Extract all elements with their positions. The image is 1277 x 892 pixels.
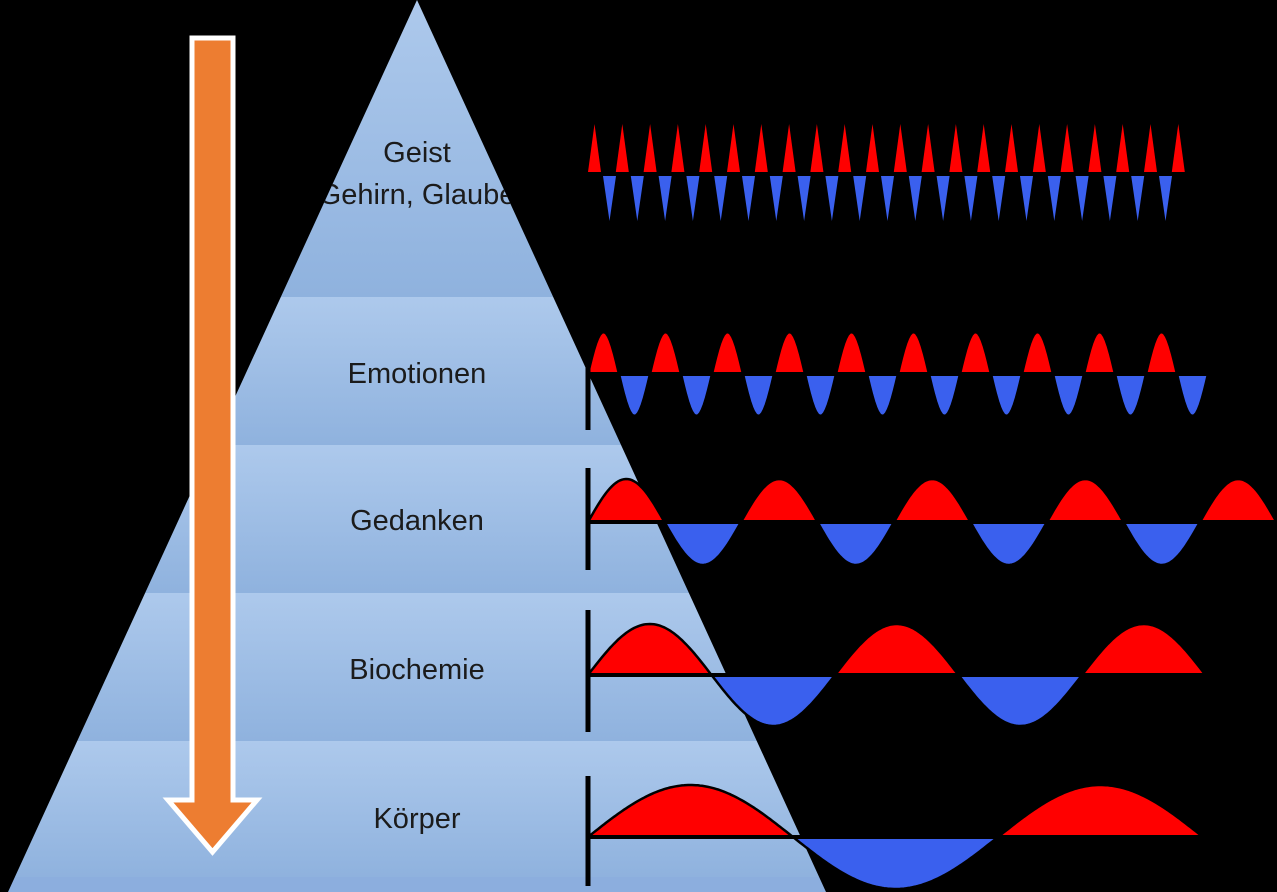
- wave-outline-emotionen: [586, 330, 1210, 418]
- wave-row-geist: [588, 124, 1185, 221]
- wave-positive-emotionen: [588, 332, 1208, 374]
- pyramid-base-edge: [8, 877, 826, 892]
- wave-positive-gedanken: [588, 479, 1277, 522]
- wave-negative-gedanken: [588, 522, 1277, 565]
- level-label-geist: Geist: [383, 137, 451, 169]
- wave-row-emotionen: [585, 330, 1210, 430]
- pyramid-band-geist: [8, 0, 826, 297]
- level-label-gedanken: Gedanken: [350, 505, 484, 537]
- level-label-koerper: Körper: [373, 803, 461, 835]
- wave-negative-emotionen: [588, 374, 1208, 416]
- wave-row-gedanken: [585, 468, 1277, 570]
- level-sublabel-geist: Gehirn, Glaube: [318, 179, 516, 211]
- wave-outline-gedanken: [586, 477, 1277, 567]
- level-label-biochemie: Biochemie: [349, 654, 485, 686]
- level-label-emotionen: Emotionen: [347, 358, 487, 390]
- pyramid-band-emotionen: [8, 297, 826, 445]
